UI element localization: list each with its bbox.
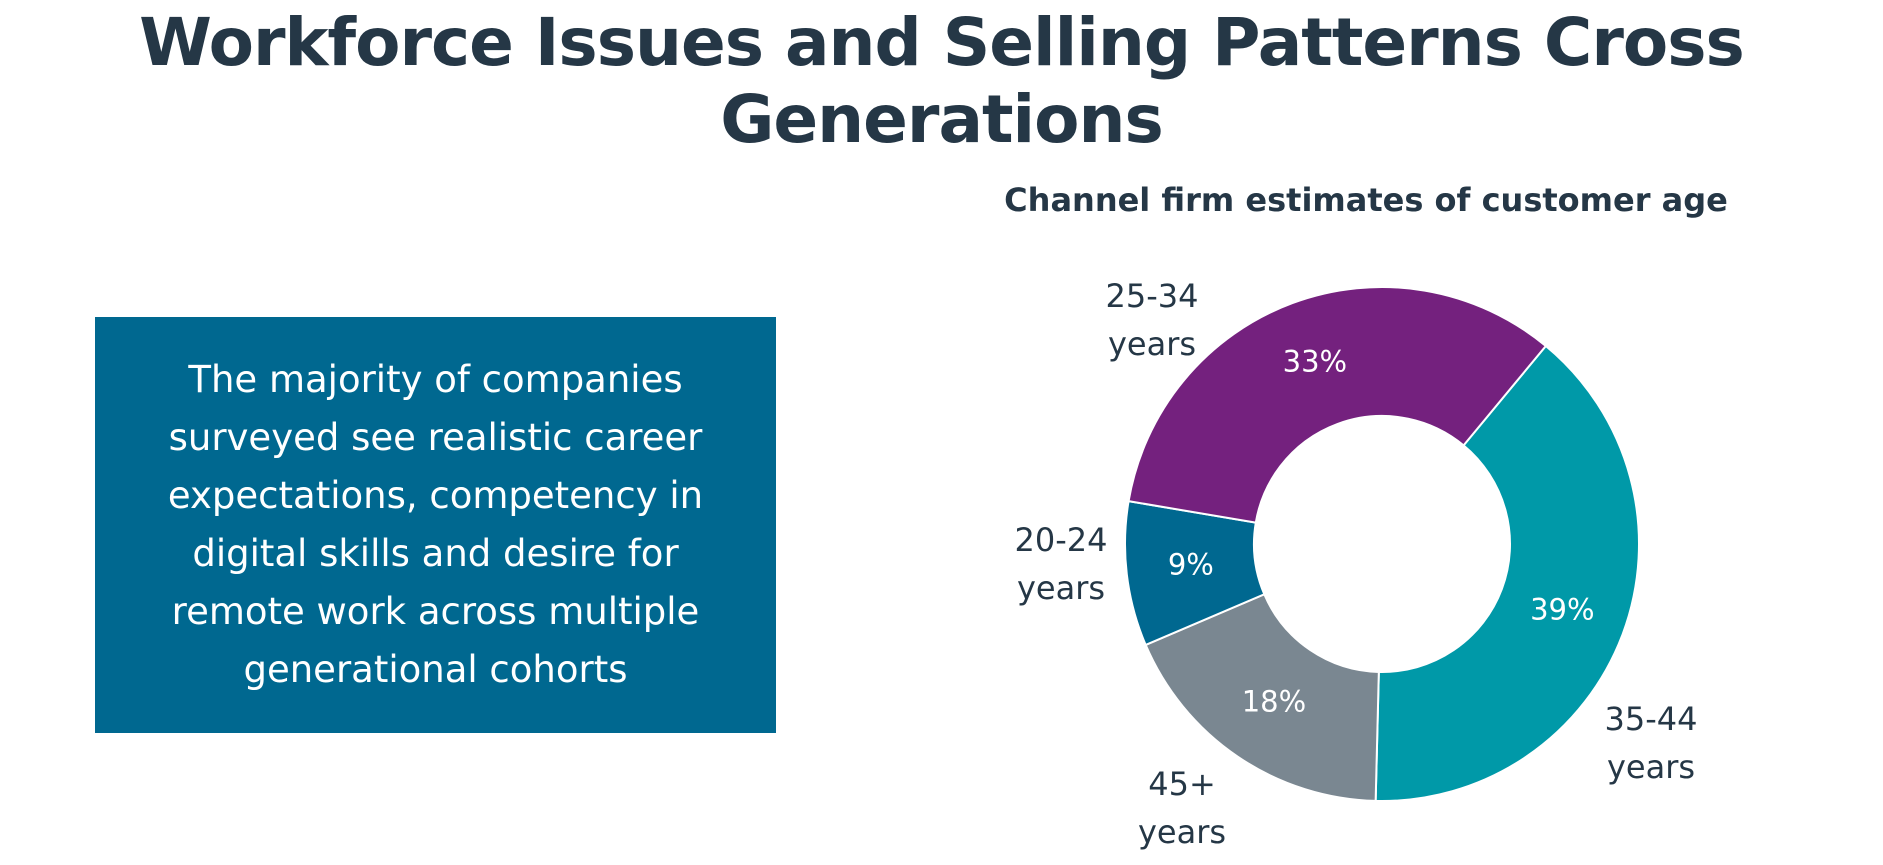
callout-box: The majority of companies surveyed see r… [95, 317, 776, 733]
category-label: 45+ years [1137, 765, 1227, 851]
category-label: 20-24 years [1014, 521, 1108, 607]
callout-text: The majority of companies surveyed see r… [167, 358, 704, 691]
page-title: Workforce Issues and Selling Patterns Cr… [139, 4, 1745, 158]
donut-slice [1374, 344, 1641, 802]
value-label: 33% [1283, 345, 1347, 379]
value-label: 18% [1242, 684, 1306, 718]
category-label: 35-44 years [1604, 700, 1698, 786]
category-label: 25-34 years [1105, 277, 1199, 363]
donut-slice [1144, 592, 1380, 802]
donut-slice [1127, 286, 1548, 524]
chart-title: Channel firm estimates of customer age [1004, 181, 1728, 219]
value-label: 9% [1168, 548, 1214, 582]
value-label: 39% [1530, 592, 1594, 626]
